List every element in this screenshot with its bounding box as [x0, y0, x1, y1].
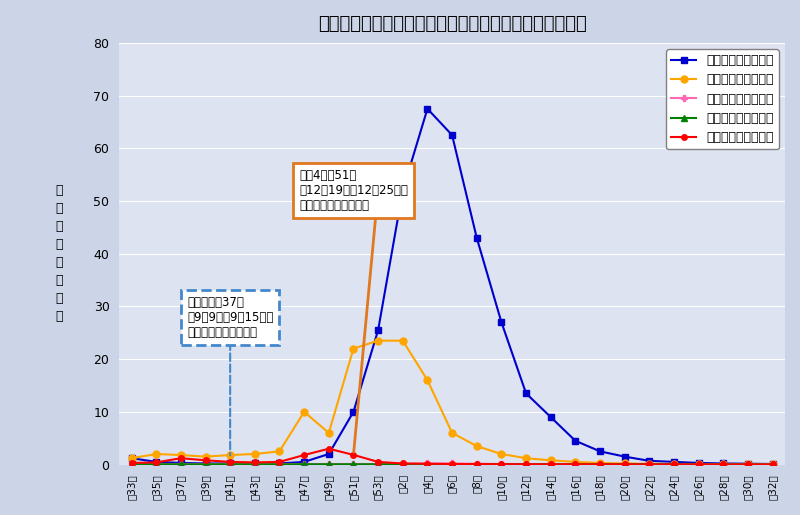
- Title: 福岡県におけるインフルエンザ発生状況（シーズン別）: 福岡県におけるインフルエンザ発生状況（シーズン別）: [318, 15, 586, 33]
- Y-axis label: 定
点
当
た
り
報
告
数: 定 点 当 た り 報 告 数: [55, 184, 62, 323]
- Text: 令和4年第51週
（12月19日～12月25日）
１定点当たり１．８３: 令和4年第51週 （12月19日～12月25日） １定点当たり１．８３: [299, 169, 408, 212]
- Text: 令和元年第37週
（9月9日～9月15日）
１定点当たり１．２０: 令和元年第37週 （9月9日～9月15日） １定点当たり１．２０: [187, 296, 274, 339]
- Legend: ２０１８－２０１９, ２０１９－２０２０, ２０２０－２０２１, ２０２１－２０２２, ２０２２－２０２３: ２０１８－２０１９, ２０１９－２０２０, ２０２０－２０２１, ２０２１－２０…: [666, 49, 778, 149]
